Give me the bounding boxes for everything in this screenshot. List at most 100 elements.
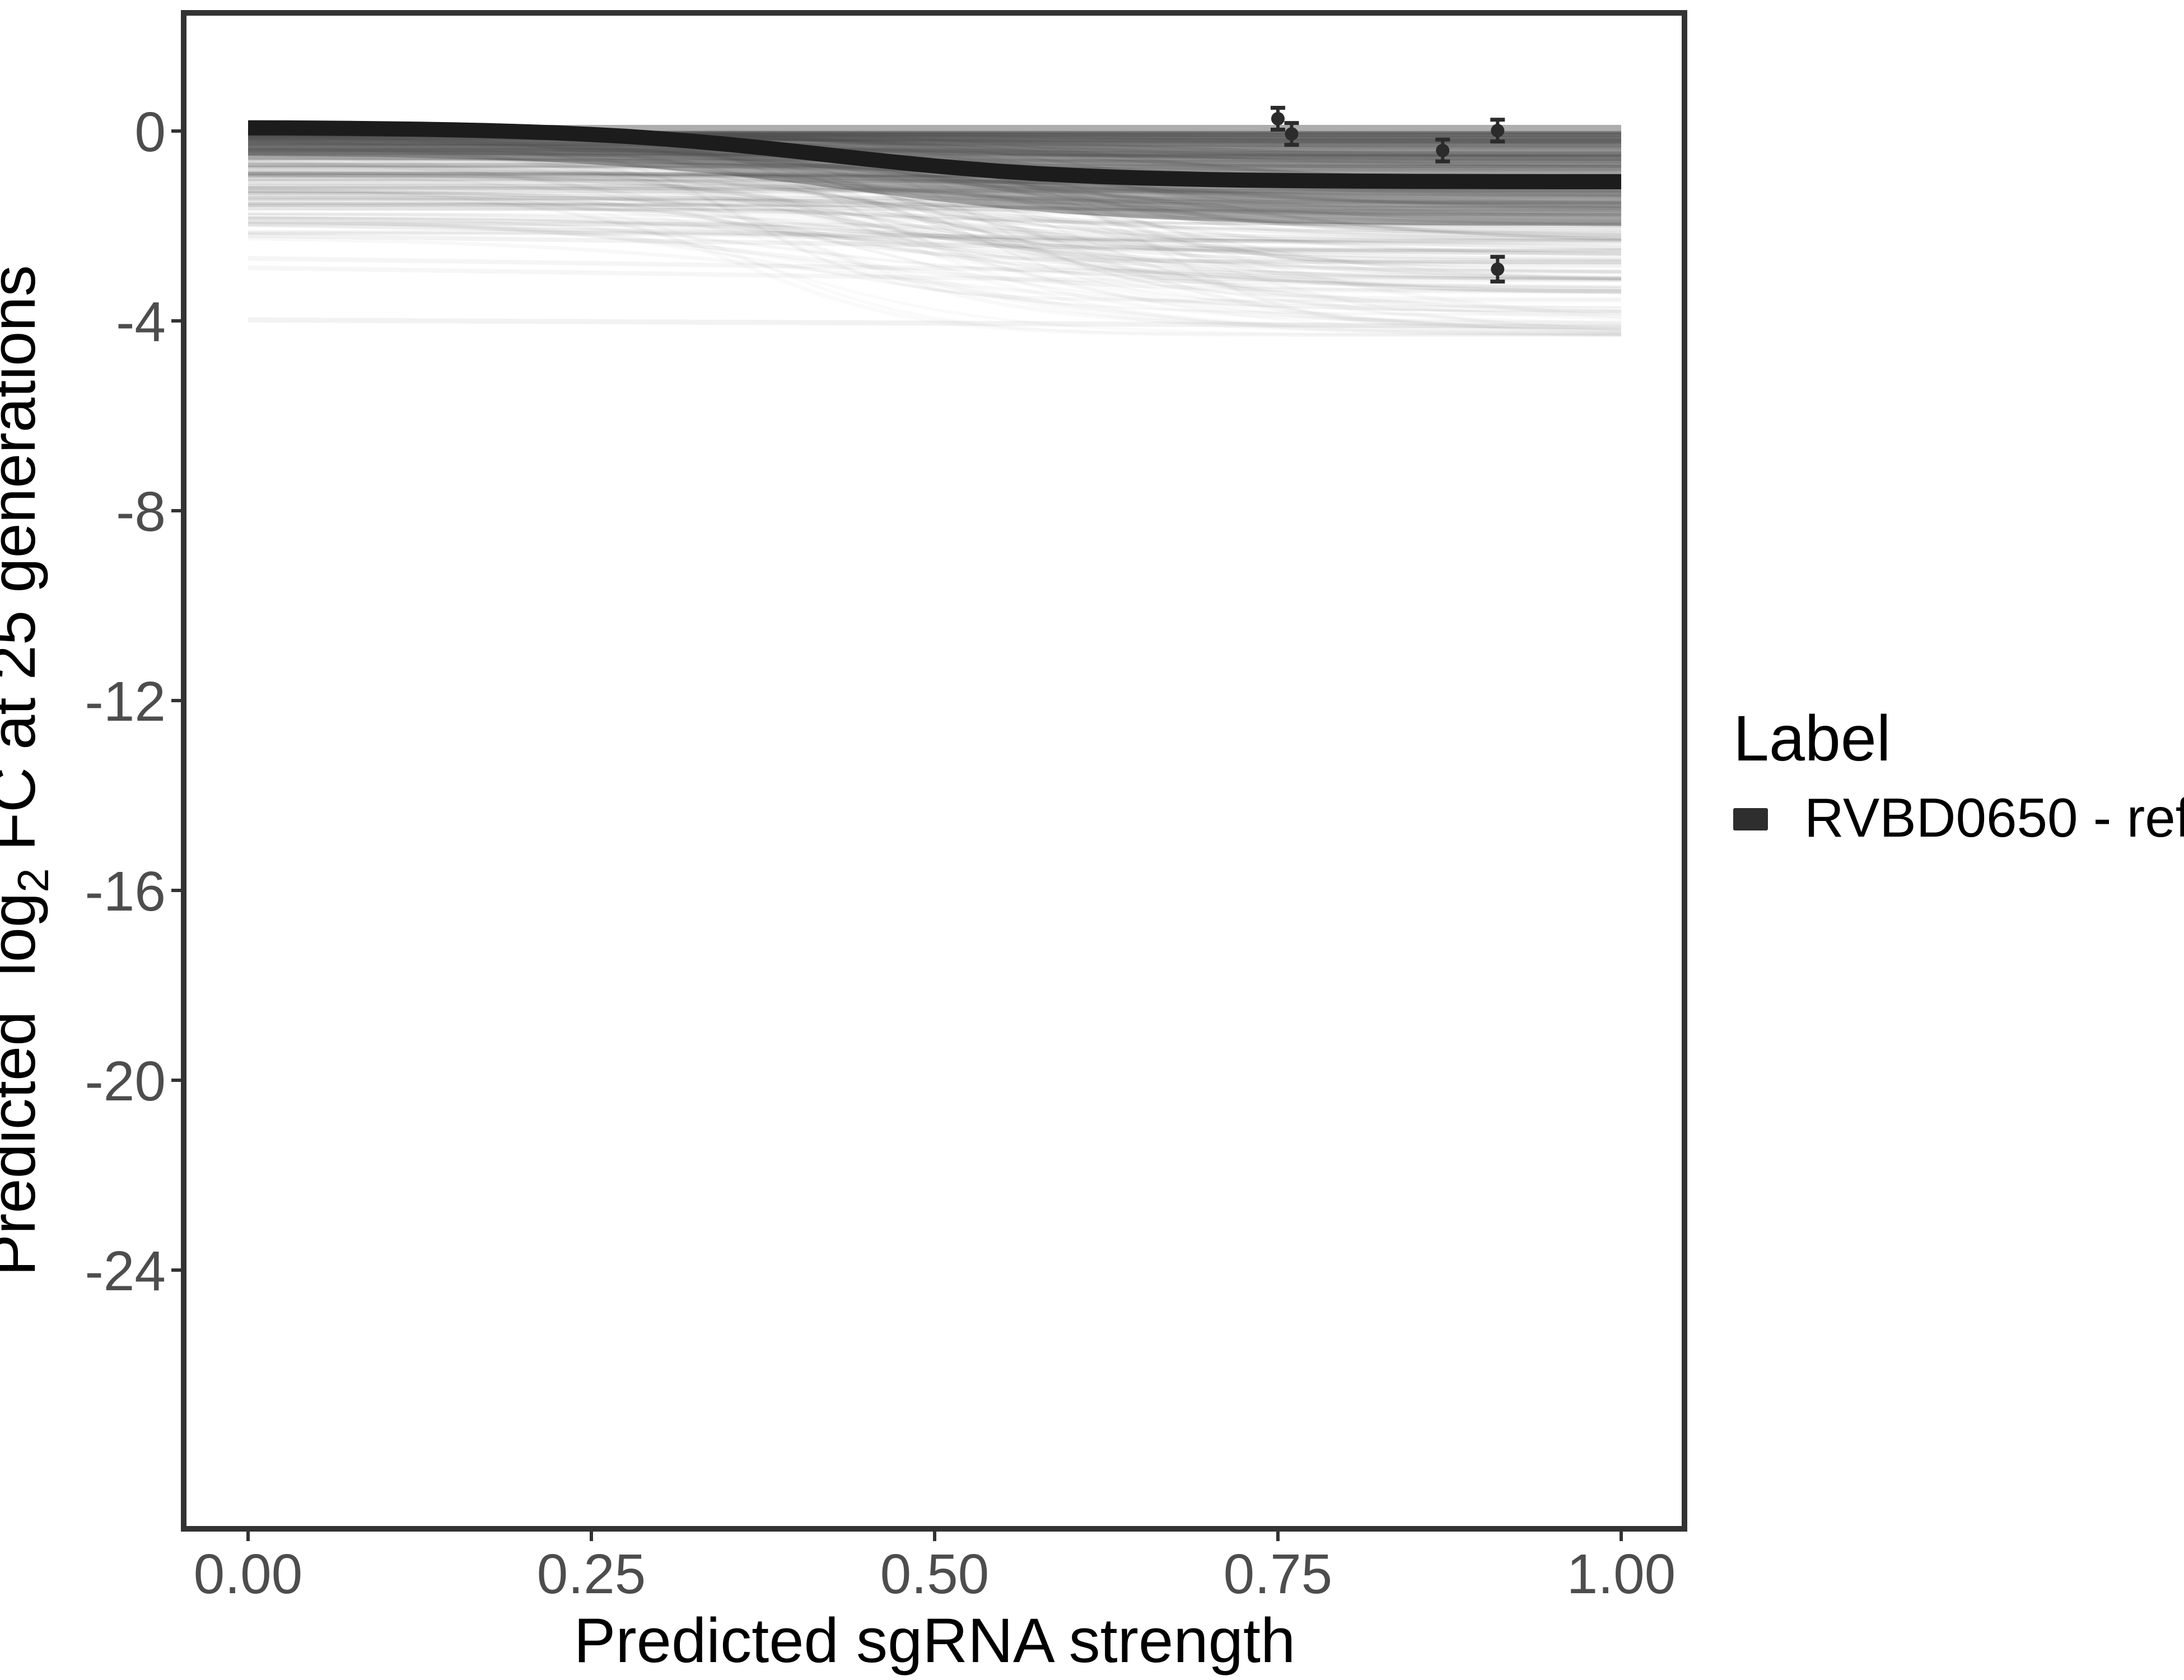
posterior-sample-line <box>248 233 1622 257</box>
y-axis: 0 -4 -8 -12 -16 -20 -24 Predicted log2 F… <box>0 101 184 1303</box>
posterior-sample-line <box>248 212 1622 315</box>
x-tick-label: 0.00 <box>194 1543 303 1606</box>
posterior-sample-line <box>248 165 1622 240</box>
posterior-sample-line <box>248 155 1622 207</box>
posterior-sample-line <box>248 192 1621 264</box>
observed-point-group <box>1270 106 1285 132</box>
posterior-sample-line <box>248 174 1622 209</box>
posterior-sample-line <box>248 172 1622 242</box>
x-axis-title: Predicted sgRNA strength <box>574 1606 1296 1676</box>
posterior-sample-line <box>248 140 1622 160</box>
posterior-sample-line <box>248 136 1622 281</box>
posterior-sample-line <box>248 135 1621 303</box>
posterior-sample-line <box>248 196 1621 201</box>
y-tick-label: -12 <box>85 670 166 733</box>
y-tick-label: 0 <box>134 101 166 164</box>
posterior-sample-line <box>248 218 1622 295</box>
posterior-sample-line <box>248 198 1622 312</box>
posterior-sample-line <box>248 222 1622 250</box>
posterior-sample-line <box>248 206 1622 242</box>
posterior-sample-line <box>248 147 1621 157</box>
posterior-sample-line <box>248 136 1622 210</box>
legend: Label RVBD0650 - ref <box>1733 703 2184 848</box>
posterior-sample-line <box>248 146 1622 217</box>
posterior-sample-line <box>248 137 1621 158</box>
observed-point <box>1491 262 1505 276</box>
posterior-sample-line <box>248 138 1622 161</box>
posterior-sample-line <box>248 204 1621 212</box>
posterior-sample-line <box>248 136 1621 144</box>
posterior-sample-line <box>248 256 1622 281</box>
posterior-sample-line <box>248 189 1622 226</box>
posterior-sample-line <box>248 166 1621 204</box>
observed-point <box>1285 127 1299 141</box>
posterior-sample-line <box>248 236 1622 314</box>
observed-point <box>1436 143 1450 157</box>
posterior-sample-line <box>248 137 1621 167</box>
credible-ribbon <box>248 125 1621 226</box>
observed-point-group <box>1284 121 1299 147</box>
posterior-sample-line <box>248 141 1622 245</box>
posterior-sample-line <box>248 141 1621 159</box>
posterior-sample-line <box>248 221 1622 291</box>
x-axis: 0.00 0.25 0.50 0.75 1.00 Predicted sgRNA… <box>194 1529 1676 1676</box>
y-axis-title: Predicted log2 FC at 25 generations <box>0 265 58 1276</box>
posterior-sample-line <box>248 184 1622 228</box>
posterior-sample-line <box>248 151 1622 238</box>
posterior-sample-line <box>248 170 1622 204</box>
posterior-sample-line <box>248 143 1621 163</box>
posterior-sample-line <box>248 147 1621 156</box>
posterior-sample-line <box>248 190 1622 294</box>
posterior-sample-line <box>248 144 1622 157</box>
posterior-sample-line <box>248 178 1621 253</box>
posterior-sample-line <box>248 151 1621 166</box>
posterior-sample-line <box>248 133 1622 231</box>
posterior-sample-line <box>248 172 1621 216</box>
posterior-sample-line <box>248 186 1621 192</box>
credible-ribbon-layer <box>248 125 1621 226</box>
posterior-sample-line <box>248 222 1622 253</box>
posterior-sample-line <box>248 156 1621 265</box>
posterior-sample-line <box>248 203 1622 225</box>
posterior-sample-line <box>248 232 1622 273</box>
posterior-sample-line <box>248 186 1621 194</box>
x-tick-label: 0.75 <box>1224 1543 1333 1606</box>
posterior-sample-line <box>248 149 1622 227</box>
posterior-sample-line <box>248 154 1621 159</box>
x-tick-label: 1.00 <box>1567 1543 1676 1606</box>
legend-entry-label: RVBD0650 - ref <box>1804 787 2184 848</box>
observed-point <box>1491 124 1505 138</box>
posterior-sample-line <box>248 171 1622 224</box>
y-axis-title-rest: FC at 25 generations <box>0 265 48 868</box>
x-tick-label: 0.50 <box>880 1543 990 1606</box>
reference-curve <box>248 120 1621 189</box>
posterior-sample-line <box>248 140 1621 253</box>
posterior-sample-line <box>248 146 1622 199</box>
observed-point-group <box>1490 255 1505 284</box>
data-layer <box>248 106 1622 329</box>
posterior-sample-line <box>248 141 1622 161</box>
reference-curve-layer <box>248 120 1621 189</box>
posterior-sample-line <box>248 144 1621 161</box>
posterior-sample-line <box>248 139 1622 256</box>
posterior-sample-line <box>248 168 1622 274</box>
posterior-sample-line <box>248 133 1622 293</box>
posterior-sample-line <box>248 139 1621 145</box>
y-axis-title-main: Predicted log <box>0 893 48 1276</box>
posterior-sample-line <box>248 135 1622 197</box>
observed-point <box>1271 111 1285 125</box>
posterior-sample-line <box>248 147 1622 293</box>
posterior-sample-line <box>248 204 1621 242</box>
posterior-sample-line <box>248 230 1621 244</box>
observed-point-group <box>1435 137 1450 164</box>
posterior-sample-line <box>248 145 1622 265</box>
y-tick-label: -16 <box>85 860 166 923</box>
posterior-sample-line <box>248 202 1621 208</box>
posterior-sample-line <box>248 160 1622 280</box>
posterior-sample-line <box>248 217 1622 261</box>
posterior-sample-line <box>248 175 1622 212</box>
posterior-sample-line <box>248 139 1621 149</box>
posterior-sample-line <box>248 216 1622 280</box>
legend-key-thick-line-icon <box>1733 808 1768 830</box>
